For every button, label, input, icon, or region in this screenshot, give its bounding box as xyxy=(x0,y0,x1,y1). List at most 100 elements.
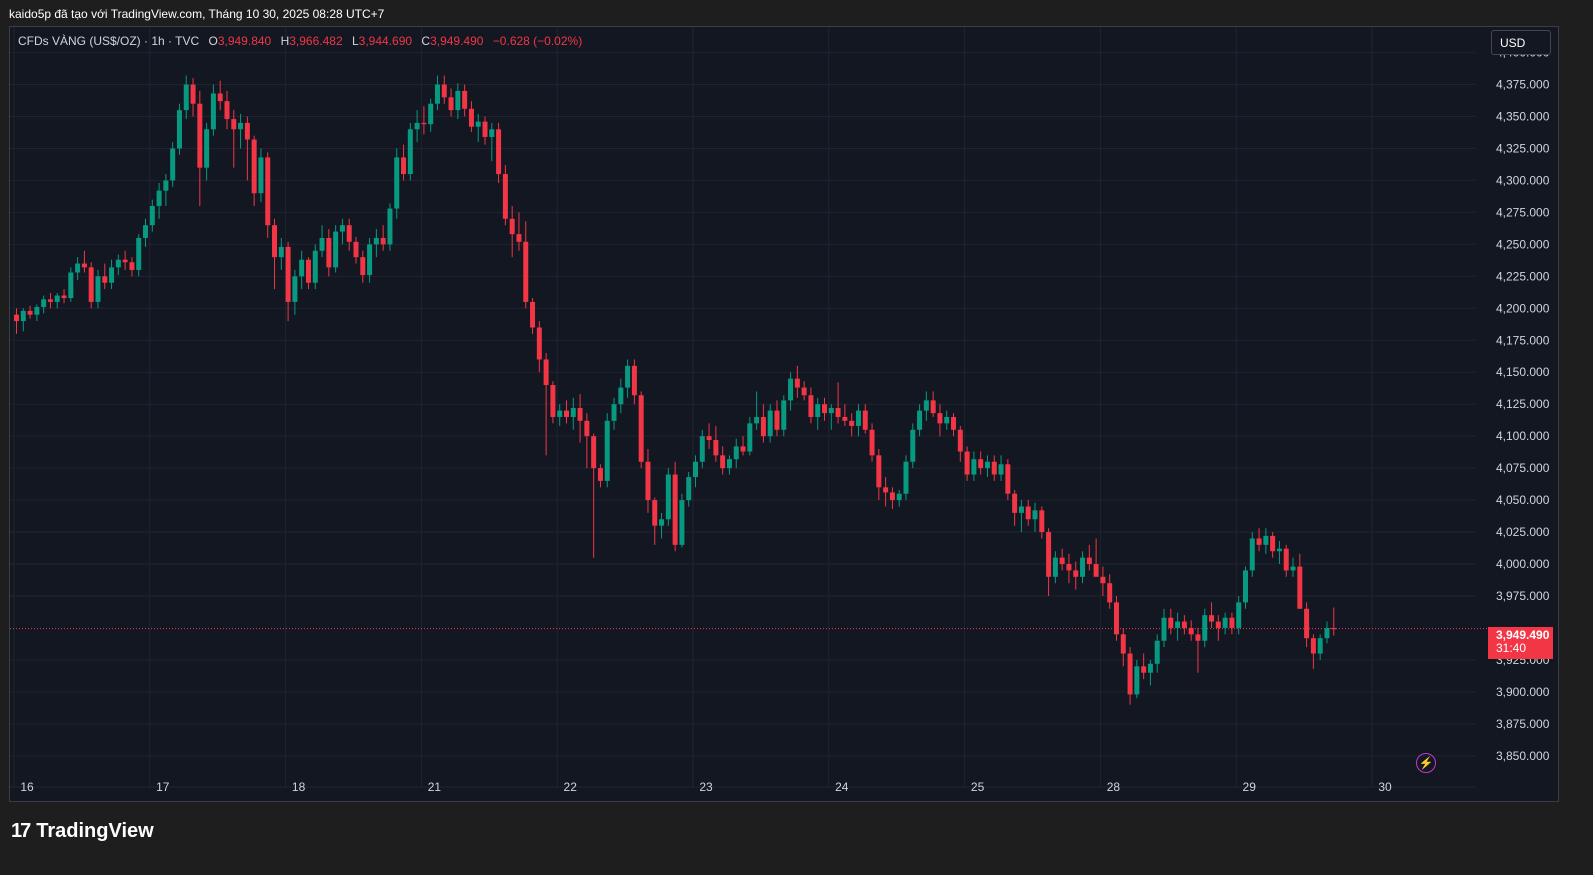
price-tick-label: 3,850.000 xyxy=(1496,749,1550,763)
candle-body xyxy=(862,410,868,430)
candle-up xyxy=(1147,659,1153,686)
candle-down xyxy=(353,236,359,264)
candle-up xyxy=(299,250,305,290)
candle-body xyxy=(210,93,216,130)
high-label: H xyxy=(280,34,290,48)
candle-up xyxy=(210,84,216,136)
high-value: 3,966.482 xyxy=(289,34,343,48)
candle-body xyxy=(81,263,87,268)
candle-down xyxy=(951,413,957,437)
price-tick-label: 4,025.000 xyxy=(1496,525,1550,539)
candle-down xyxy=(1270,532,1276,558)
candle-body xyxy=(204,129,210,168)
candle-down xyxy=(652,497,658,545)
chart-frame[interactable]: 4,400.0004,375.0004,350.0004,325.0004,30… xyxy=(9,26,1559,802)
candle-body xyxy=(733,446,739,460)
candle-down xyxy=(102,263,108,290)
candle-down xyxy=(543,353,549,456)
candle-down xyxy=(1215,615,1221,641)
lightning-bolt-icon[interactable]: ⚡ xyxy=(1416,753,1436,773)
candle-up xyxy=(659,512,665,539)
candle-body xyxy=(849,420,855,426)
candle-down xyxy=(224,90,230,130)
candle-body xyxy=(957,429,963,452)
candle-body xyxy=(964,451,970,475)
candle-body xyxy=(1018,506,1024,513)
candle-down xyxy=(47,292,53,309)
candle-up xyxy=(611,397,617,430)
candle-body xyxy=(353,241,359,258)
candle-down xyxy=(482,116,488,145)
candle-up xyxy=(896,489,902,507)
candle-down xyxy=(231,110,237,168)
candle-down xyxy=(930,391,936,417)
candle-down xyxy=(584,413,590,469)
candle-body xyxy=(855,410,861,426)
candle-body xyxy=(937,413,943,424)
candle-body xyxy=(591,436,597,469)
candle-up xyxy=(292,269,298,315)
candle-down xyxy=(645,448,651,513)
candle-body xyxy=(1039,510,1045,533)
currency-button[interactable]: USD xyxy=(1491,30,1551,55)
candle-body xyxy=(645,461,651,501)
candle-down xyxy=(631,359,637,405)
candle-down xyxy=(326,229,332,277)
candles-layer xyxy=(14,75,1337,705)
symbol-label[interactable]: CFDs VÀNG (US$/OZ) · 1h · TVC xyxy=(18,34,200,48)
candle-body xyxy=(1215,621,1221,628)
candle-body xyxy=(1324,627,1330,639)
candle-body xyxy=(1025,506,1031,520)
time-tick-label: 21 xyxy=(428,780,442,794)
candle-body xyxy=(1209,615,1215,622)
candle-up xyxy=(781,395,787,437)
candle-body xyxy=(536,327,542,360)
candle-body xyxy=(1297,566,1303,609)
candle-body xyxy=(618,387,624,405)
candle-body xyxy=(903,461,909,494)
brand[interactable]: 17 TradingView xyxy=(11,820,154,843)
price-tick-label: 4,200.000 xyxy=(1496,301,1550,315)
candle-down xyxy=(978,451,984,475)
candle-body xyxy=(1154,640,1160,664)
candle-down xyxy=(509,206,515,258)
candle-up xyxy=(1202,608,1208,648)
candle-body xyxy=(550,385,556,417)
candle-body xyxy=(509,218,515,235)
candle-up xyxy=(434,75,440,111)
candle-down xyxy=(523,221,529,309)
candle-down xyxy=(1181,615,1187,635)
candle-body xyxy=(75,263,81,273)
candle-body xyxy=(197,103,203,168)
price-chart[interactable]: 4,400.0004,375.0004,350.0004,325.0004,30… xyxy=(10,27,1558,801)
candle-body xyxy=(910,429,916,462)
candle-body xyxy=(468,108,474,127)
candle-body xyxy=(822,404,828,414)
candle-up xyxy=(788,372,794,411)
low-value: 3,944.690 xyxy=(358,34,413,48)
candle-body xyxy=(1310,638,1316,654)
candle-down xyxy=(122,250,128,270)
candle-body xyxy=(1242,570,1248,603)
candle-body xyxy=(305,259,311,283)
candle-up xyxy=(41,295,47,314)
candle-down xyxy=(835,382,841,424)
candle-down xyxy=(468,101,474,132)
candle-body xyxy=(896,493,902,501)
candle-up xyxy=(625,359,631,398)
candle-body xyxy=(760,416,766,437)
candle-body xyxy=(265,157,271,226)
candle-body xyxy=(27,310,33,315)
price-tick-label: 4,075.000 xyxy=(1496,461,1550,475)
candle-up xyxy=(238,113,244,149)
candle-up xyxy=(604,413,610,488)
candle-body xyxy=(149,206,155,226)
candle-body xyxy=(781,400,787,430)
candle-body xyxy=(1107,583,1113,603)
candle-body xyxy=(706,436,712,440)
candle-down xyxy=(530,298,536,334)
candle-up xyxy=(726,455,732,475)
candle-body xyxy=(1046,532,1052,577)
candle-up xyxy=(1236,595,1242,635)
candle-up xyxy=(665,468,671,526)
